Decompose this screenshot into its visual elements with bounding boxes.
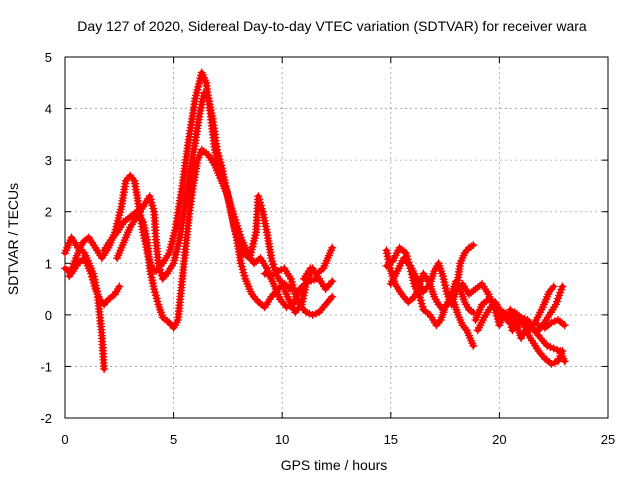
axis-ticks (64, 56, 609, 419)
y-tick-label: 4 (45, 102, 52, 117)
series-trace-7 (299, 243, 337, 283)
x-tick-label: 0 (61, 432, 68, 447)
point-markers (534, 316, 569, 332)
series-trace-2 (61, 254, 124, 309)
point-markers (260, 264, 337, 319)
point-markers (386, 241, 478, 309)
y-axis-label: SDTVAR / TECUs (5, 183, 21, 295)
y-tick-labels: -2 -1 0 1 2 3 4 5 (40, 50, 52, 426)
x-tick-label: 15 (384, 432, 398, 447)
plot-frame (64, 56, 609, 419)
x-axis-label: GPS time / hours (281, 457, 388, 473)
series-trace-11 (458, 279, 567, 368)
data-series (61, 68, 569, 373)
point-markers (113, 89, 337, 317)
y-tick-label: 2 (45, 205, 52, 220)
x-tick-label: 10 (275, 432, 289, 447)
y-tick-label: 3 (45, 153, 52, 168)
series-trace-14 (506, 282, 567, 337)
y-tick-label: -2 (40, 411, 52, 426)
y-tick-label: -1 (40, 359, 52, 374)
point-markers (299, 243, 337, 283)
point-markers (506, 282, 567, 337)
series-trace-5 (113, 89, 337, 317)
x-tick-label: 20 (492, 432, 506, 447)
series-trace-15 (534, 316, 569, 332)
x-tick-label: 5 (170, 432, 177, 447)
x-tick-label: 25 (601, 432, 615, 447)
chart-title: Day 127 of 2020, Sidereal Day-to-day VTE… (77, 18, 587, 34)
series-trace-3 (65, 68, 295, 312)
x-tick-labels: 0 5 10 15 20 25 (61, 432, 615, 447)
series-trace-10 (386, 241, 478, 309)
y-tick-label: 0 (45, 308, 52, 323)
y-tick-label: 1 (45, 256, 52, 271)
series-trace-6 (260, 264, 337, 319)
y-tick-label: 5 (45, 50, 52, 65)
series-trace-4 (100, 145, 321, 332)
series-line (101, 147, 320, 331)
point-markers (61, 254, 124, 309)
series-line (66, 70, 294, 310)
